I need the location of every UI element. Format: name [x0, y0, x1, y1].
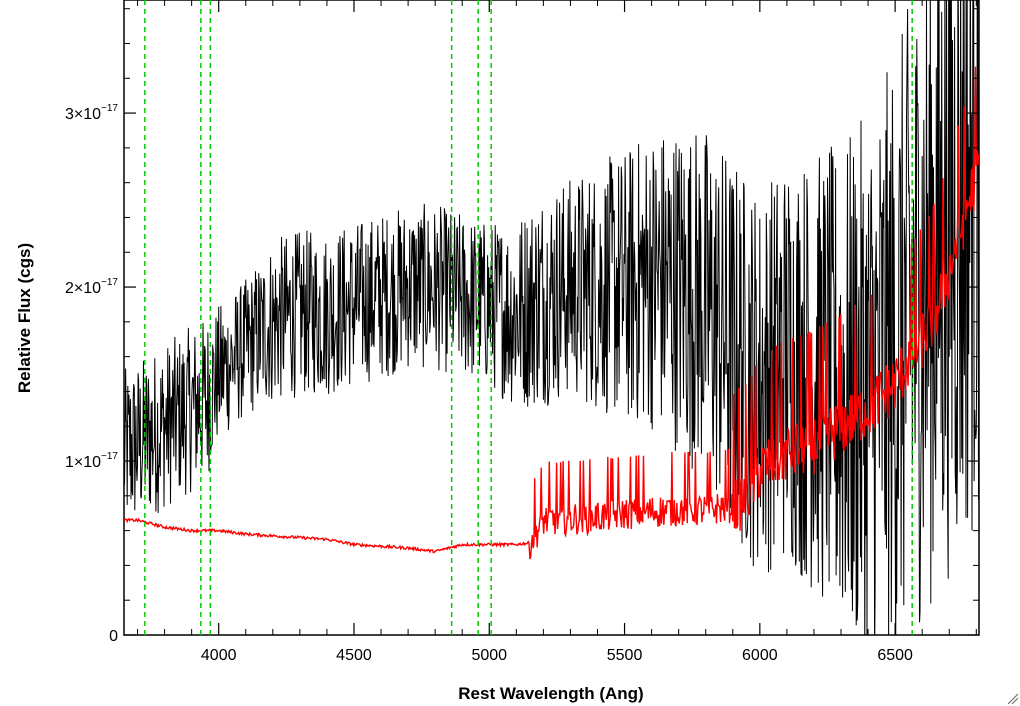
plot-frame: [123, 0, 980, 636]
error-spectrum-line: [124, 66, 979, 560]
y-tick-label: 3×10−17: [65, 103, 118, 123]
y-axis-label: Relative Flux (cgs): [15, 243, 34, 393]
y-tick-mantissa: 3×10: [65, 106, 101, 123]
x-tick-label: 5000: [471, 647, 507, 664]
observed-spectrum-line: [124, 0, 979, 635]
observed-spectrum-series: [124, 0, 979, 635]
y-tick-label: 1×10−17: [65, 451, 118, 471]
x-axis: 4000 4500 5000 5500 6000 6500: [137, 0, 977, 664]
y-tick-exponent: −17: [101, 277, 118, 288]
resize-grip-icon: [1007, 693, 1019, 705]
y-axis: 01×10−172×10−173×10−17: [65, 8, 979, 645]
y-tick-label: 2×10−17: [65, 277, 118, 297]
x-tick-label: 6500: [877, 647, 913, 664]
x-tick-label: 6000: [742, 647, 778, 664]
emission-line-markers: [144, 0, 913, 635]
y-tick-exponent: −17: [101, 103, 118, 114]
y-tick-label: 0: [109, 628, 118, 645]
x-tick-label: 4000: [201, 647, 237, 664]
y-tick-mantissa: 1×10: [65, 454, 101, 471]
x-tick-label: 5500: [607, 647, 643, 664]
error-spectrum-series: [124, 66, 979, 560]
x-axis-label: Rest Wavelength (Ang): [458, 684, 643, 703]
y-tick-mantissa: 2×10: [65, 280, 101, 297]
y-tick-mantissa: 0: [109, 628, 118, 645]
plot-border: [123, 0, 980, 636]
y-tick-exponent: −17: [101, 451, 118, 462]
x-tick-label: 4500: [336, 647, 372, 664]
